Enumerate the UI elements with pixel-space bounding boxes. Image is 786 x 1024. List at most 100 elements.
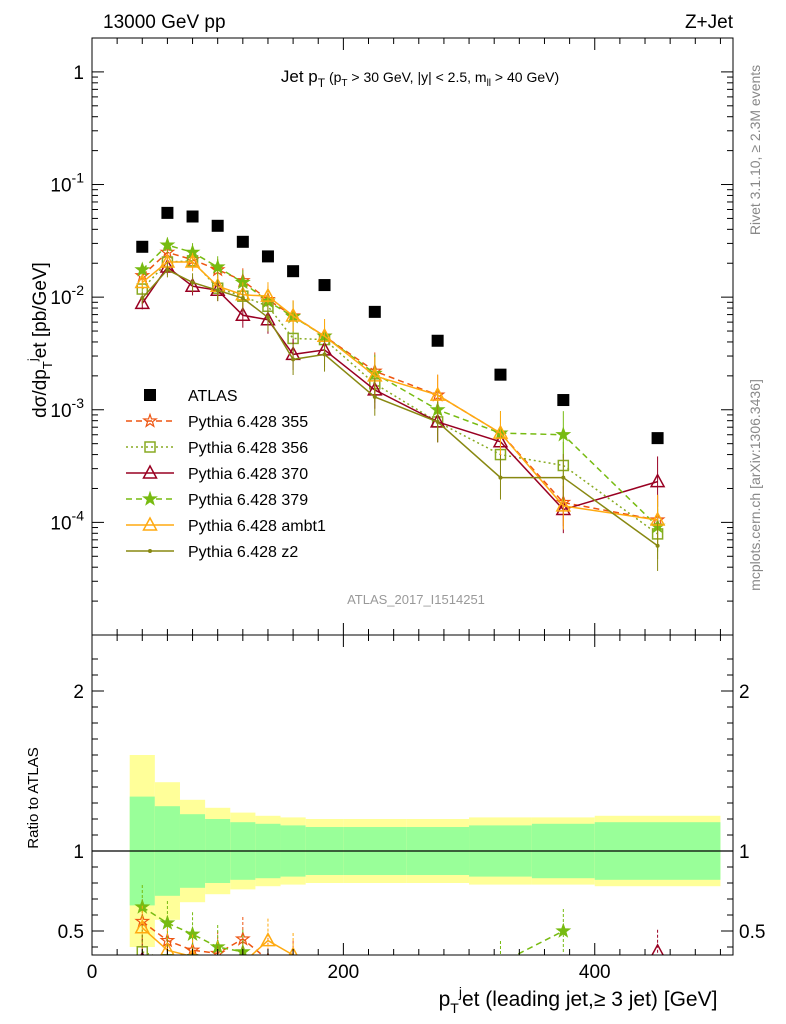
data-point xyxy=(318,279,331,292)
data-point xyxy=(215,288,220,293)
ratio-point xyxy=(238,958,248,968)
series-0 xyxy=(136,206,664,445)
series-2 xyxy=(136,251,664,560)
ratio-point xyxy=(555,922,572,938)
ratio-point xyxy=(217,954,218,955)
data-point xyxy=(211,219,224,232)
ratio-point xyxy=(209,945,226,955)
ratio-line xyxy=(141,906,243,953)
data-point xyxy=(557,394,570,407)
ratio-point xyxy=(236,969,249,981)
ratio-point xyxy=(161,954,174,955)
data-point xyxy=(431,334,444,347)
mcplots-label: mcplots.cern.ch [arXiv:1306.3436] xyxy=(747,379,763,591)
header-right: Z+Jet xyxy=(685,12,734,33)
data-point xyxy=(260,287,276,302)
data-point xyxy=(265,315,270,320)
data-point xyxy=(134,273,151,289)
ratio-y-tick-label-right: 2 xyxy=(739,682,750,703)
y-tick-label: 10-1 xyxy=(50,170,84,197)
legend-entry: Pythia 6.428 379 xyxy=(126,490,308,509)
ratio-point xyxy=(292,954,294,955)
data-point xyxy=(240,296,245,301)
ratio-point xyxy=(159,914,176,930)
legend-marker xyxy=(142,412,158,428)
data-point xyxy=(235,306,251,322)
y-tick-label: 10-4 xyxy=(50,507,84,534)
data-point xyxy=(140,296,145,301)
data-point xyxy=(555,497,572,512)
legend-entry: Pythia 6.428 z2 xyxy=(126,544,298,561)
ratio-y-tick-label-right: 1 xyxy=(739,842,750,863)
legend-marker xyxy=(142,464,158,479)
ratio-point xyxy=(134,913,151,929)
data-point xyxy=(285,307,301,322)
legend-marker xyxy=(142,490,158,506)
ratio-line xyxy=(514,930,564,955)
legend-marker xyxy=(148,549,152,553)
ratio-series-group xyxy=(134,885,664,981)
data-point xyxy=(261,250,274,263)
legend-entry: Pythia 6.428 356 xyxy=(126,440,308,457)
x-tick-label: 0 xyxy=(87,962,98,983)
ratio-point xyxy=(241,961,245,965)
ratio-point xyxy=(651,943,664,955)
data-point xyxy=(161,206,174,219)
data-point xyxy=(498,475,503,480)
ratio-point xyxy=(160,941,175,955)
data-point xyxy=(561,475,566,480)
ratio-plot-area: 0.5 0.5 1 1 2 2 0 200 400 xyxy=(58,634,765,983)
legend-label: Pythia 6.428 z2 xyxy=(188,544,298,561)
data-point xyxy=(429,386,446,401)
legend-label: ATLAS xyxy=(188,388,238,405)
x-tick-label: 200 xyxy=(328,962,360,983)
ratio-y-tick-label: 0.5 xyxy=(58,922,84,943)
ratio-point xyxy=(213,961,223,971)
legend-entry: Pythia 6.428 355 xyxy=(126,412,308,431)
ratio-point xyxy=(211,961,224,973)
ratio-line xyxy=(142,957,243,970)
legend-entry: ATLAS xyxy=(144,388,238,405)
ratio-point xyxy=(260,932,276,947)
chart-title: Jet pT (pT > 30 GeV, |y| < 2.5, mll > 40… xyxy=(281,67,559,90)
ratio-y-tick-label-right: 0.5 xyxy=(739,922,765,943)
legend-label: Pythia 6.428 ambt1 xyxy=(188,518,326,535)
ratio-point xyxy=(500,954,501,955)
legend-marker xyxy=(142,516,158,531)
data-point xyxy=(649,473,666,488)
ratio-line xyxy=(142,960,243,976)
data-point xyxy=(291,357,296,362)
legend-marker xyxy=(144,389,156,401)
data-point xyxy=(190,280,195,285)
y-tick-label: 1 xyxy=(73,63,84,84)
data-point xyxy=(492,424,509,439)
data-point xyxy=(322,352,327,357)
ratio-y-axis-label: Ratio to ATLAS xyxy=(25,747,42,848)
legend-entry: Pythia 6.428 370 xyxy=(126,464,308,483)
data-point xyxy=(494,368,507,381)
header-left: 13000 GeV pp xyxy=(103,12,226,33)
data-point xyxy=(134,294,151,310)
data-point xyxy=(372,394,377,399)
y-axis-label: dσ/dpTjet [pb/GeV] xyxy=(25,262,55,418)
main-plot-area: 1 10-1 10-2 10-3 10-4 ATLAS Pythia 6.428 355 Py… xyxy=(50,37,734,636)
legend-label: Pythia 6.428 379 xyxy=(188,492,308,509)
data-point xyxy=(186,210,199,223)
legend-label: Pythia 6.428 355 xyxy=(188,414,308,431)
data-point xyxy=(655,543,660,548)
ratio-point xyxy=(191,967,195,971)
ratio-point xyxy=(186,954,199,955)
legend-marker xyxy=(144,441,156,453)
x-axis-label: pTjet (leading jet,≥ 3 jet) [GeV] xyxy=(439,984,718,1016)
data-point xyxy=(368,305,381,318)
series-6 xyxy=(140,262,660,571)
ratio-frame xyxy=(91,634,734,956)
ratio-y-tick-label: 1 xyxy=(73,842,84,863)
data-point xyxy=(136,240,149,253)
x-tick-label: 400 xyxy=(579,962,611,983)
data-point xyxy=(287,265,300,278)
ratio-point xyxy=(216,966,220,970)
rivet-label: Rivet 3.1.10, ≥ 2.3M events xyxy=(747,65,763,235)
ratio-point xyxy=(165,959,169,963)
